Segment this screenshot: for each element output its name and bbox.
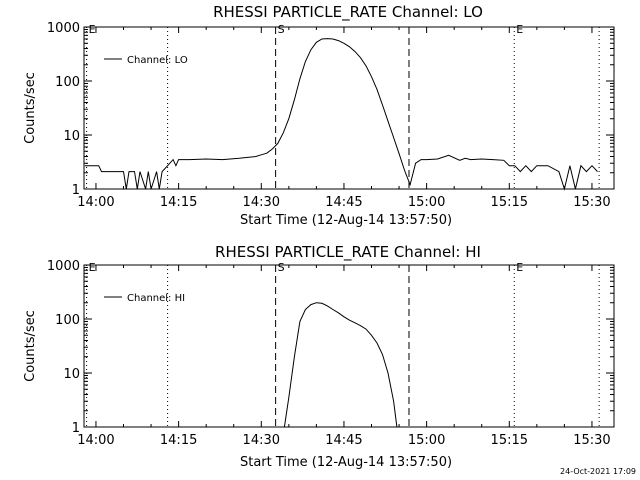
plot-frame [83,26,615,190]
x-tick-label: 14:30 [243,433,280,448]
y-tick-label: 1 [72,183,80,198]
marker-label: E [516,261,523,274]
x-ticks: 14:00 14:15 14:30 14:45 15:00 15:15 15:30 [77,27,611,210]
legend-label: Channel: HI [127,293,185,304]
x-tick-label: 15:15 [491,433,528,448]
x-tick-label: 14:00 [77,433,114,448]
series-group [84,38,598,191]
y-axis-label: Counts/sec [23,72,38,144]
plot-frame [83,264,615,428]
x-tick-label: 15:30 [573,433,610,448]
chart-title: RHESSI PARTICLE_RATE Channel: LO [213,3,483,22]
x-axis-label: Start Time (12-Aug-14 13:57:50) [240,455,452,470]
y-tick-label: 1 [72,421,80,436]
y-tick-label: 100 [55,75,80,90]
x-axis-label: Start Time (12-Aug-14 13:57:50) [240,213,452,228]
panel-hi: RHESSI PARTICLE_RATE Channel: HI Start T… [23,243,615,470]
x-tick-label: 14:45 [325,195,362,210]
x-tick-label: 15:00 [408,433,445,448]
y-tick-label: 1000 [47,259,80,274]
y-tick-label: 100 [55,313,80,328]
series-line-0 [84,38,598,191]
legend: Channel: HI [104,293,185,304]
series-group [283,302,398,428]
y-tick-label: 10 [63,367,80,382]
legend-label: Channel: LO [127,55,188,66]
y-tick-label: 10 [63,129,80,144]
chart-title: RHESSI PARTICLE_RATE Channel: HI [215,243,481,262]
x-tick-label: 14:45 [325,433,362,448]
x-tick-label: 14:15 [160,195,197,210]
x-tick-label: 15:15 [491,195,528,210]
x-tick-label: 14:30 [243,195,280,210]
legend: Channel: LO [104,55,188,66]
y-tick-label: 1000 [47,21,80,36]
x-ticks: 14:00 14:15 14:30 14:45 15:00 15:15 15:30 [77,265,611,448]
marker-label: S [278,261,285,274]
x-tick-label: 15:30 [573,195,610,210]
y-ticks: 1 10 100 1000 [47,21,614,198]
x-tick-label: 14:15 [160,433,197,448]
marker-label: E [89,261,96,274]
series-line-0 [283,302,398,428]
footer-timestamp: 24-Oct-2021 17:09 [560,467,636,476]
panel-lo: RHESSI PARTICLE_RATE Channel: LO Start T… [23,3,615,228]
marker-label: E [89,23,96,36]
x-tick-label: 14:00 [77,195,114,210]
marker-label: E [516,23,523,36]
x-tick-label: 15:00 [408,195,445,210]
y-axis-label: Counts/sec [23,310,38,382]
marker-label: S [278,23,285,36]
y-ticks: 1 10 100 1000 [47,259,614,436]
